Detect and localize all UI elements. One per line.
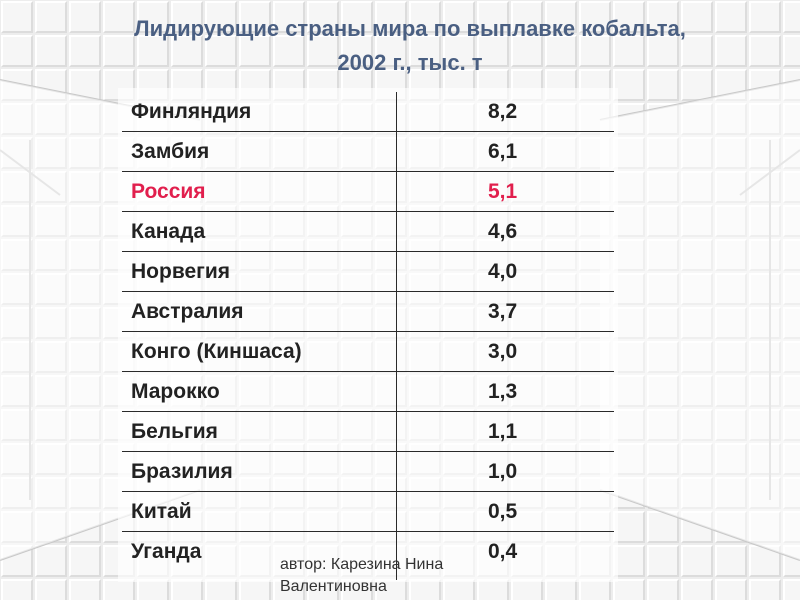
country-name: Финляндия (131, 100, 252, 123)
production-value: 4,6 (488, 220, 518, 243)
table-row: Замбия 6,1 (122, 132, 614, 172)
production-value: 1,3 (488, 380, 518, 403)
country-name: Конго (Киншаса) (131, 340, 302, 363)
production-value: 0,5 (488, 500, 518, 523)
cobalt-table: Финляндия 8,2 Замбия 6,1 Россия 5,1 Кана… (122, 92, 614, 572)
table-row: Бельгия 1,1 (122, 412, 614, 452)
production-value: 6,1 (488, 140, 518, 163)
author-credit: автор: Карезина Нина Валентиновна (280, 554, 443, 598)
table-row: Канада 4,6 (122, 212, 614, 252)
production-value: 3,0 (488, 340, 518, 363)
country-name: Китай (131, 500, 192, 523)
table-row: Финляндия 8,2 (122, 92, 614, 132)
country-name: Замбия (131, 140, 210, 163)
column-divider (396, 92, 397, 580)
table-row: Конго (Киншаса) 3,0 (122, 332, 614, 372)
table-row: Норвегия 4,0 (122, 252, 614, 292)
table-row: Марокко 1,3 (122, 372, 614, 412)
country-name: Канада (131, 220, 206, 243)
production-value: 1,0 (488, 460, 518, 483)
author-line-1: автор: Карезина Нина (280, 556, 444, 573)
author-line-2: Валентиновна (280, 578, 387, 595)
production-value: 4,0 (488, 260, 518, 283)
production-value: 5,1 (488, 180, 518, 203)
production-value: 8,2 (488, 100, 518, 123)
slide-title-line-1: Лидирующие страны мира по выплавке кобал… (134, 16, 686, 41)
production-value: 3,7 (488, 300, 518, 323)
table-row: Австралия 3,7 (122, 292, 614, 332)
slide-title-line-2: 2002 г., тыс. т (337, 50, 483, 75)
table-row: Россия 5,1 (122, 172, 614, 212)
slide-title: Лидирующие страны мира по выплавке кобал… (20, 12, 800, 80)
country-name: Россия (131, 180, 206, 203)
table-row: Бразилия 1,0 (122, 452, 614, 492)
country-name: Норвегия (131, 260, 231, 283)
country-name: Австралия (131, 300, 244, 323)
table-row: Китай 0,5 (122, 492, 614, 532)
country-name: Уганда (131, 540, 202, 563)
table-row: Уганда 0,4 (122, 532, 614, 572)
country-name: Марокко (131, 380, 220, 403)
country-name: Бельгия (131, 420, 218, 443)
country-name: Бразилия (131, 460, 233, 483)
production-value: 1,1 (488, 420, 518, 443)
production-value: 0,4 (488, 540, 518, 563)
